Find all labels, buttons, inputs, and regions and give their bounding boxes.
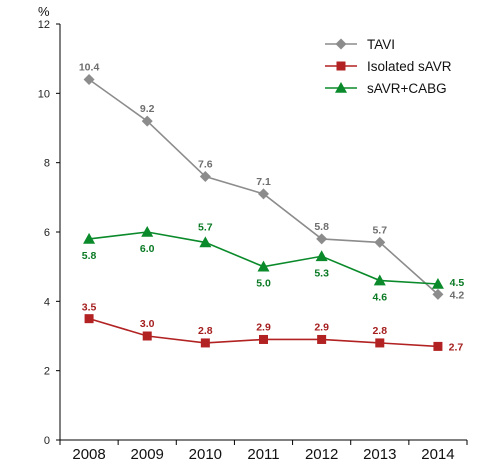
data-label: 7.1	[256, 176, 271, 188]
y-tick-label: 10	[38, 88, 50, 100]
data-point-marker	[200, 338, 210, 348]
data-point-marker	[432, 288, 444, 300]
data-label: 5.8	[314, 221, 329, 233]
data-label: 4.6	[372, 292, 387, 304]
y-tick-label: 8	[44, 158, 50, 170]
data-label: 2.9	[256, 321, 271, 333]
legend-item: TAVI	[325, 37, 395, 52]
data-label: 4.2	[450, 289, 465, 301]
legend-label: Isolated sAVR	[367, 59, 452, 74]
legend-label: sAVR+CABG	[367, 81, 447, 96]
legend-item: Isolated sAVR	[325, 59, 452, 74]
y-tick-label: 2	[44, 366, 50, 378]
chart-series: 10.4 9.2 7.6 7.1 5.8 5.7 4.2 3.5 3.0 2.8 2.9 2.9 2.8…	[79, 61, 465, 353]
x-tick-label: 2009	[131, 446, 164, 463]
x-tick-label: 2010	[189, 446, 222, 463]
data-point-marker	[142, 331, 152, 341]
data-point-marker	[141, 226, 154, 237]
data-point-marker	[375, 338, 385, 348]
legend-item: sAVR+CABG	[325, 81, 447, 96]
data-label: 5.3	[314, 267, 329, 279]
data-label: 5.7	[372, 224, 387, 236]
data-point-marker	[199, 171, 211, 183]
y-tick-label: 12	[38, 19, 50, 31]
data-point-marker	[83, 73, 95, 85]
legend-label: TAVI	[367, 37, 395, 52]
data-point-marker	[83, 232, 96, 244]
legend-marker	[335, 38, 347, 50]
data-point-marker	[433, 341, 443, 351]
legend-marker	[335, 82, 347, 93]
data-point-marker	[315, 250, 328, 262]
data-label: 2.8	[372, 325, 387, 337]
x-tick-label: 2014	[421, 446, 454, 463]
data-label: 4.5	[450, 277, 465, 289]
y-tick-label: 0	[44, 435, 50, 447]
x-tick-label: 2011	[247, 446, 279, 463]
data-point-marker	[316, 233, 328, 245]
data-point-marker	[431, 278, 444, 289]
data-point-marker	[374, 236, 386, 248]
data-label: 2.9	[314, 321, 329, 333]
data-label: 10.4	[79, 61, 100, 73]
data-label: 7.6	[198, 159, 213, 171]
data-label: 3.0	[140, 318, 155, 330]
series-savr-cabg: 5.8 6.0 5.7 5.0 5.3 4.6 4.5	[82, 221, 465, 303]
series-tavi: 10.4 9.2 7.6 7.1 5.8 5.7 4.2	[79, 61, 465, 301]
x-tick-label: 2013	[363, 446, 396, 463]
data-point-marker	[257, 260, 270, 272]
data-point-marker	[199, 236, 212, 248]
chart-axes: 0 2 4 6 8 10 12 2008 2009 2010 2011 2012 2013 2014	[38, 19, 468, 463]
data-label: 5.8	[82, 250, 97, 262]
x-tick-label: 2008	[72, 446, 105, 463]
data-point-marker	[373, 274, 386, 286]
x-tick-label: 2012	[305, 446, 338, 463]
data-label: 9.2	[140, 103, 155, 115]
data-label: 6.0	[140, 243, 155, 255]
data-point-marker	[141, 115, 153, 127]
legend-marker	[336, 61, 346, 71]
data-label: 2.7	[449, 341, 464, 353]
data-label: 5.7	[198, 221, 213, 233]
series-isolated-savr: 3.5 3.0 2.8 2.9 2.9 2.8 2.7	[82, 302, 464, 354]
y-axis-unit-label: %	[38, 4, 50, 19]
chart-legend: TAVI Isolated sAVR sAVR+CABG	[325, 37, 452, 96]
data-point-marker	[317, 334, 327, 344]
data-label: 5.0	[256, 278, 271, 290]
data-label: 3.5	[82, 302, 97, 314]
data-point-marker	[258, 188, 269, 200]
data-label: 2.8	[198, 325, 213, 337]
series-line	[88, 231, 438, 285]
y-tick-label: 4	[44, 296, 50, 308]
data-point-marker	[259, 334, 268, 344]
y-tick-label: 6	[44, 227, 50, 239]
data-point-marker	[84, 314, 94, 324]
